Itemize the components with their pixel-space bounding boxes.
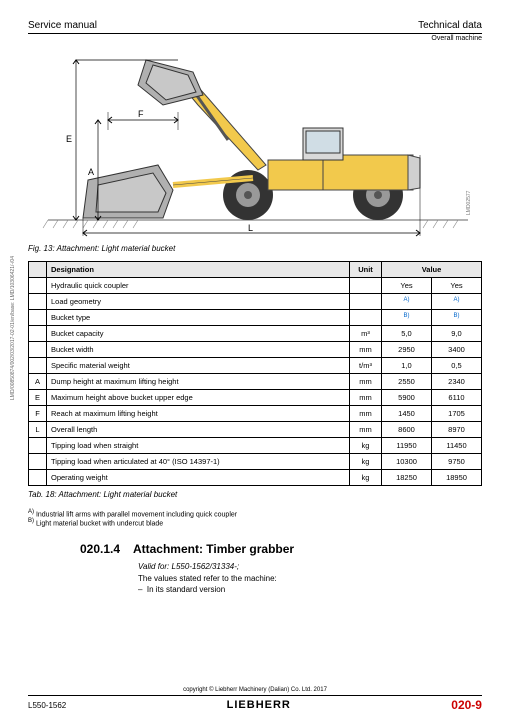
std-version: – In its standard version (138, 585, 482, 594)
footer-center-logo: LIEBHERR (227, 699, 291, 711)
section-number: 020.1.4 (80, 542, 120, 556)
footnote-b: Light material bucket with undercut blad… (36, 521, 163, 528)
th-value: Value (382, 262, 482, 278)
section-title: Attachment: Timber grabber (133, 542, 294, 556)
table-row: Bucket typeB)B) (29, 310, 482, 326)
machine-diagram: E A F L LMD02577 (28, 50, 482, 240)
table-row: Tipping load when straightkg1195011450 (29, 438, 482, 454)
table-row: LOverall lengthmm86008970 (29, 422, 482, 438)
footnotes: A) Industrial lift arms with parallel mo… (28, 509, 482, 528)
footnote-a: Industrial lift arms with parallel movem… (36, 511, 237, 518)
header-sub: Overall machine (28, 35, 482, 42)
table-row: Hydraulic quick couplerYesYes (29, 278, 482, 294)
th-designation: Designation (47, 262, 350, 278)
footer: copyright © Liebherr Machinery (Dalian) … (28, 687, 482, 712)
svg-text:LMD02577: LMD02577 (466, 190, 472, 215)
section-heading: 020.1.4 Attachment: Timber grabber (80, 542, 482, 556)
svg-text:F: F (138, 109, 144, 119)
table-row: Tipping load when articulated at 40° (IS… (29, 454, 482, 470)
table-row: ADump height at maximum lifting heightmm… (29, 374, 482, 390)
th-unit: Unit (350, 262, 382, 278)
header-right: Technical data (418, 20, 482, 31)
figure-caption: Fig. 13: Attachment: Light material buck… (28, 244, 482, 253)
th-letter (29, 262, 47, 278)
svg-text:L: L (248, 223, 253, 233)
svg-text:E: E (66, 134, 72, 144)
valid-for: Valid for: L550-1562/31334-; (138, 562, 482, 571)
table-caption: Tab. 18: Attachment: Light material buck… (28, 490, 482, 499)
table-row: FReach at maximum lifting heightmm145017… (29, 406, 482, 422)
copyright: copyright © Liebherr Machinery (Dalian) … (28, 687, 482, 693)
table-row: Bucket widthmm29503400 (29, 342, 482, 358)
spec-table: Designation Unit Value Hydraulic quick c… (28, 261, 482, 486)
footer-left: L550-1562 (28, 701, 66, 710)
values-ref: The values stated refer to the machine: (138, 574, 482, 583)
side-text: LMD/00850874/002/03/2017-02-01/en/base: … (10, 256, 16, 400)
table-row: Load geometryA)A) (29, 294, 482, 310)
svg-text:A: A (88, 167, 94, 177)
table-row: Bucket capacitym³5,09,0 (29, 326, 482, 342)
header-left: Service manual (28, 20, 97, 31)
table-row: EMaximum height above bucket upper edgem… (29, 390, 482, 406)
footer-page: 020-9 (451, 698, 482, 712)
table-row: Specific material weightt/m³1,00,5 (29, 358, 482, 374)
table-row: Operating weightkg1825018950 (29, 470, 482, 486)
